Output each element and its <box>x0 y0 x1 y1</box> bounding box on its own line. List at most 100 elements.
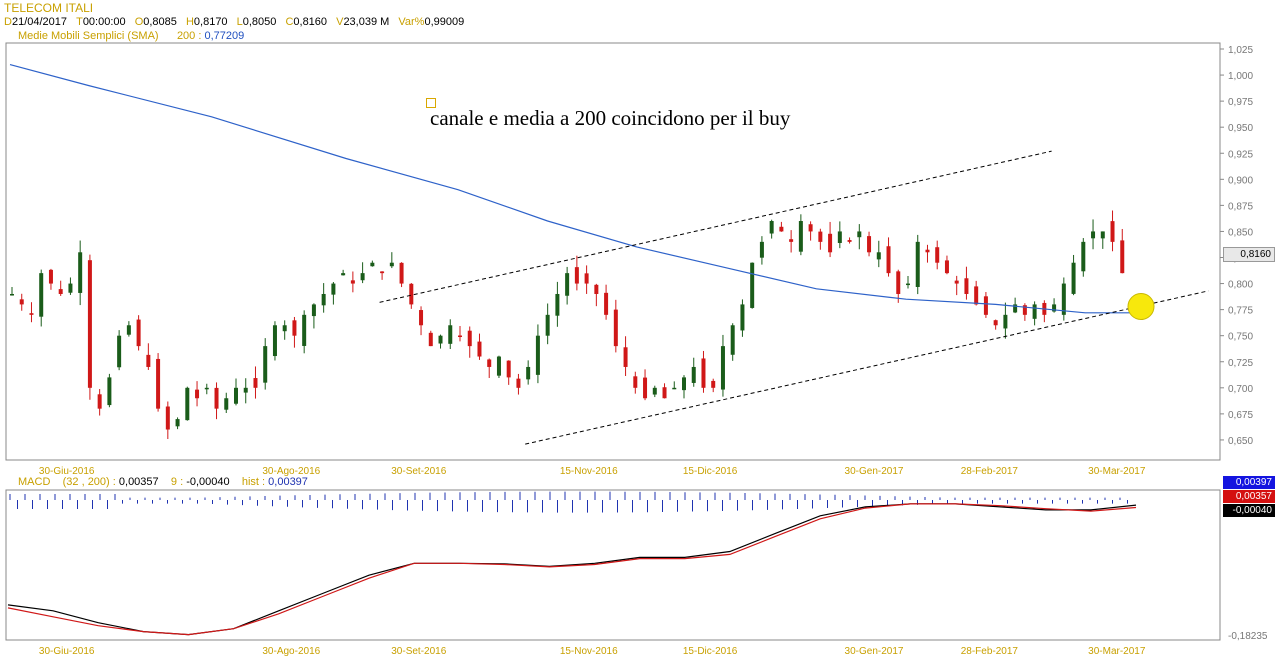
candle-body <box>1081 241 1086 272</box>
candle-body <box>691 366 696 383</box>
candle-body <box>798 221 803 252</box>
y-tick-label: 0,875 <box>1228 201 1253 212</box>
candle-body <box>97 394 102 409</box>
candle-body <box>789 239 794 242</box>
candle-body <box>574 267 579 284</box>
candle-body <box>341 273 346 276</box>
candle-body <box>311 304 316 317</box>
candle-body <box>867 236 872 253</box>
candle-body <box>253 378 258 388</box>
upper-channel-line <box>379 150 1052 303</box>
buy-highlight-circle <box>1127 292 1155 320</box>
candle-body <box>876 252 881 260</box>
candle-body <box>1013 304 1018 313</box>
candle-body <box>1110 221 1115 242</box>
candle-body <box>1071 262 1076 294</box>
candle-body <box>750 262 755 308</box>
candle-body <box>87 260 92 388</box>
candle-body <box>214 387 219 409</box>
candle-body <box>409 283 414 305</box>
x-tick-label-macd: 30-Mar-2017 <box>1088 646 1146 657</box>
chart-annotation[interactable]: canale e media a 200 coincidono per il b… <box>430 106 791 130</box>
y-tick-label: 0,950 <box>1228 123 1253 134</box>
candle-body <box>545 314 550 336</box>
candle-body <box>808 224 813 232</box>
candle-body <box>107 377 112 406</box>
candle-body <box>224 398 229 410</box>
x-tick-label-macd: 30-Giu-2016 <box>39 646 95 657</box>
candle-body <box>204 387 209 390</box>
candle-body <box>740 304 745 331</box>
x-tick-label: 30-Mar-2017 <box>1088 466 1146 477</box>
sma-period: 200 : <box>176 30 202 42</box>
macd-value: 0,00357 <box>118 476 159 488</box>
candle-body <box>165 406 170 430</box>
x-tick-label-macd: 15-Nov-2016 <box>560 646 618 657</box>
candle-body <box>604 292 609 315</box>
candle-body <box>759 241 764 258</box>
candle-body <box>633 376 638 388</box>
x-tick-label-macd: 28-Feb-2017 <box>961 646 1019 657</box>
sma-legend: Medie Mobili Semplici (SMA) 200 : 0,7720… <box>18 30 244 42</box>
ohlc-key: D <box>4 16 12 28</box>
candle-body <box>1120 240 1125 274</box>
x-tick-label-macd: 30-Ago-2016 <box>262 646 320 657</box>
candle-body <box>380 271 385 274</box>
candle-body <box>828 233 833 253</box>
candle-body <box>506 360 511 378</box>
candle-body <box>477 341 482 357</box>
candle-body <box>350 280 355 284</box>
annotation-marker[interactable] <box>426 98 436 108</box>
signal-label: 9 : <box>170 476 184 488</box>
hist-value: 0,00397 <box>268 476 308 488</box>
candle-body <box>195 389 200 399</box>
macd-signal-tag: -0,00040 <box>1223 504 1275 517</box>
candle-body <box>68 283 73 293</box>
x-tick-label: 15-Nov-2016 <box>560 466 618 477</box>
candle-body <box>389 262 394 267</box>
candle-body <box>243 387 248 393</box>
y-tick-label: 0,700 <box>1228 384 1253 395</box>
ohlc-key: Var% <box>398 16 425 28</box>
sma-label: Medie Mobili Semplici (SMA) <box>18 30 159 42</box>
candle-body <box>1032 304 1037 319</box>
candle-body <box>906 283 910 286</box>
x-tick-label-macd: 30-Set-2016 <box>391 646 446 657</box>
ohlc-value: 0,99009 <box>424 16 465 28</box>
candle-body <box>935 247 940 263</box>
candle-body <box>555 293 560 316</box>
macd-hist-tag: 0,00397 <box>1223 476 1275 489</box>
candle-body <box>565 273 570 296</box>
candle-body <box>48 269 53 284</box>
candle-body <box>993 320 998 326</box>
candle-body <box>282 325 287 332</box>
candle-body <box>944 260 949 274</box>
candle-body <box>526 366 531 380</box>
macd-legend: MACD (32 , 200) : 0,00357 9 : -0,00040 h… <box>18 476 308 488</box>
candle-body <box>623 347 628 367</box>
signal-line <box>7 503 1137 636</box>
candle-body <box>302 314 307 346</box>
ohlc-value: 0,8085 <box>143 16 180 28</box>
candle-body <box>1022 305 1027 315</box>
candle-body <box>272 325 277 357</box>
ohlc-key: L <box>236 16 243 28</box>
y-tick-label: 0,650 <box>1228 436 1253 447</box>
candle-body <box>29 313 34 315</box>
macd-label: MACD <box>18 476 51 488</box>
candle-body <box>516 378 521 388</box>
candle-body <box>672 387 677 390</box>
candle-body <box>720 346 725 390</box>
candle-body <box>448 325 453 344</box>
candle-body <box>487 359 492 367</box>
candle-body <box>613 309 618 347</box>
x-tick-label-macd: 15-Dic-2016 <box>683 646 738 657</box>
candle-body <box>818 231 823 242</box>
macd-panel-frame <box>5 489 1221 641</box>
ohlc-value: 0,8050 <box>242 16 280 28</box>
candle-body <box>428 332 433 347</box>
candle-body <box>915 241 920 287</box>
candle-body <box>769 221 774 234</box>
candle-body <box>711 380 716 388</box>
